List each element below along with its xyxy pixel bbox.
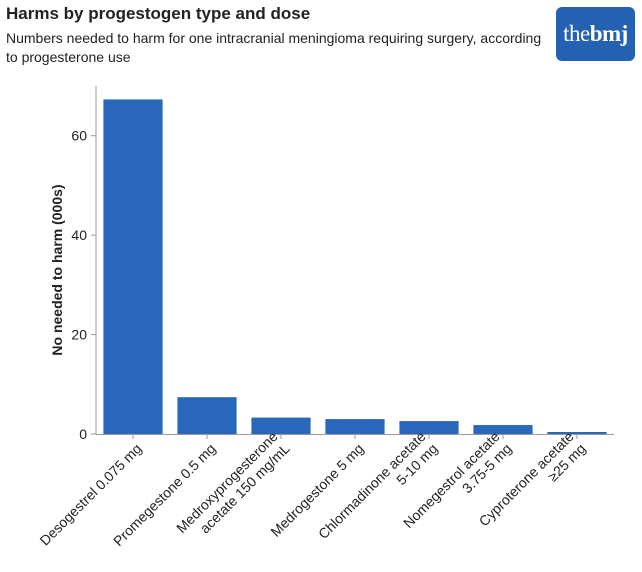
y-axis-label: No needed to harm (000s): [49, 184, 65, 355]
chart-subtitle: Numbers needed to harm for one intracran…: [6, 30, 542, 65]
y-axis: 0 20 40 60: [71, 86, 97, 442]
y-tick-label: 60: [71, 128, 87, 144]
bmj-logo[interactable]: the bmj: [556, 7, 635, 61]
x-tick-label: Chlormadinone acetate5-10 mg: [315, 428, 441, 554]
bar[interactable]: [399, 421, 459, 434]
bar[interactable]: [103, 99, 163, 435]
y-tick-label: 20: [71, 327, 87, 343]
y-tick-label: 0: [79, 426, 87, 442]
logo-text-suffix: bmj: [589, 21, 629, 46]
bars: [103, 99, 607, 435]
bar[interactable]: [325, 419, 385, 434]
y-tick-label: 40: [71, 227, 87, 243]
logo-text-prefix: the: [563, 21, 590, 46]
x-tick-label-line: Medroxyprogesterone: [173, 428, 281, 536]
bar[interactable]: [547, 432, 607, 434]
bar[interactable]: [473, 425, 533, 434]
bar[interactable]: [177, 397, 237, 434]
chart-title: Harms by progestogen type and dose: [6, 4, 311, 23]
bar[interactable]: [251, 417, 311, 434]
